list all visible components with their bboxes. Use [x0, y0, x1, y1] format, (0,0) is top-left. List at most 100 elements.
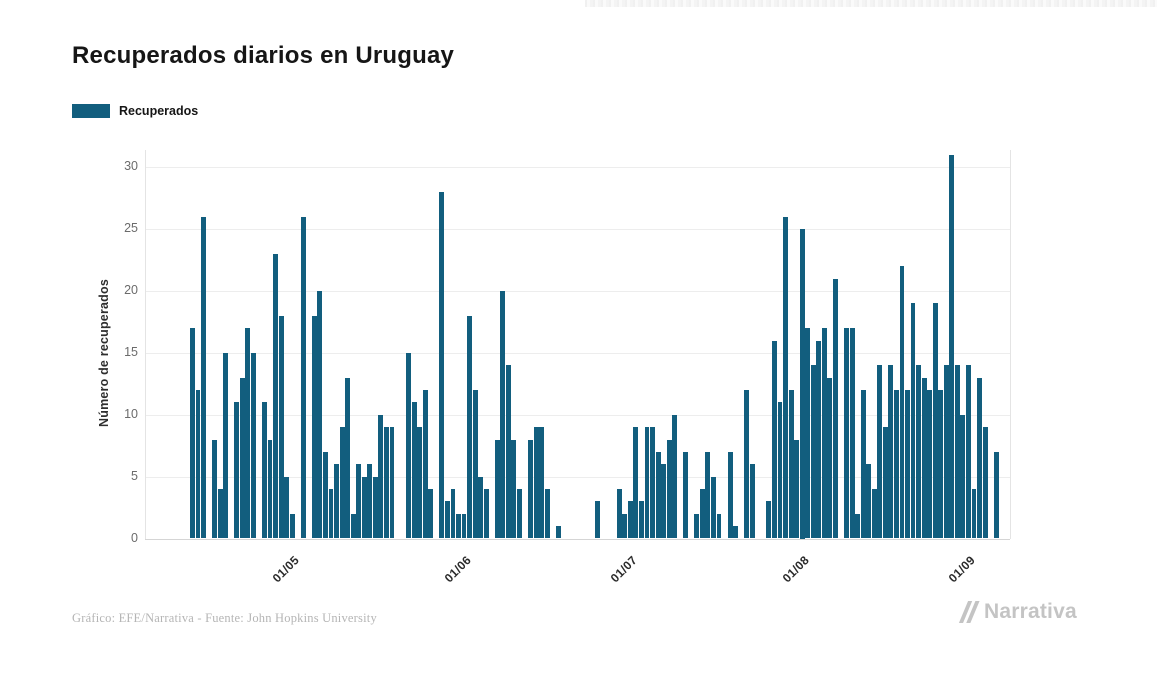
bar-77[interactable]	[616, 489, 622, 539]
bar-73[interactable]	[594, 501, 600, 539]
bar-22[interactable]	[311, 315, 317, 539]
bar-119[interactable]	[849, 328, 855, 539]
bar-8[interactable]	[234, 402, 240, 539]
bar-26[interactable]	[334, 464, 339, 539]
bar-100[interactable]	[744, 390, 750, 539]
bar-66[interactable]	[555, 526, 561, 539]
bar-57[interactable]	[505, 365, 511, 539]
bar-52[interactable]	[478, 476, 484, 539]
bar-30[interactable]	[356, 464, 362, 539]
bar-32[interactable]	[367, 464, 373, 539]
bar-31[interactable]	[361, 476, 367, 539]
bar-43[interactable]	[428, 489, 434, 539]
bar-134[interactable]	[932, 303, 938, 539]
bar-122[interactable]	[866, 464, 872, 539]
bar-15[interactable]	[273, 253, 279, 539]
bar-13[interactable]	[262, 402, 267, 539]
bar-56[interactable]	[500, 291, 506, 539]
bar-34[interactable]	[378, 414, 384, 539]
bar-85[interactable]	[661, 464, 667, 539]
bar-126[interactable]	[888, 365, 894, 539]
bar-84[interactable]	[655, 451, 661, 539]
bar-120[interactable]	[855, 513, 861, 539]
bar-109[interactable]	[794, 439, 800, 539]
bar-24[interactable]	[323, 451, 328, 539]
bar-50[interactable]	[467, 315, 473, 539]
bar-129[interactable]	[905, 390, 910, 539]
bar-36[interactable]	[389, 427, 395, 539]
bar-47[interactable]	[450, 489, 456, 539]
bar-124[interactable]	[877, 365, 883, 539]
bar-28[interactable]	[345, 377, 351, 539]
bar-87[interactable]	[672, 414, 678, 539]
bar-136[interactable]	[943, 365, 949, 539]
bar-80[interactable]	[633, 427, 639, 539]
bar-137[interactable]	[949, 155, 955, 539]
bar-6[interactable]	[223, 352, 229, 539]
bar-93[interactable]	[705, 451, 711, 539]
bar-79[interactable]	[627, 501, 633, 539]
bar-127[interactable]	[893, 390, 899, 539]
bar-20[interactable]	[300, 216, 306, 539]
bar-17[interactable]	[284, 476, 290, 539]
bar-97[interactable]	[727, 451, 733, 539]
bar-139[interactable]	[960, 414, 966, 539]
bar-118[interactable]	[844, 328, 849, 539]
bar-18[interactable]	[289, 513, 295, 539]
bar-125[interactable]	[882, 427, 888, 539]
bar-53[interactable]	[483, 489, 489, 539]
bar-40[interactable]	[411, 402, 417, 539]
bar-95[interactable]	[716, 513, 722, 539]
bar-110[interactable]	[799, 229, 805, 539]
bar-131[interactable]	[916, 365, 922, 539]
bar-11[interactable]	[250, 352, 256, 539]
bar-45[interactable]	[439, 192, 445, 539]
bar-132[interactable]	[921, 377, 927, 539]
bar-2[interactable]	[201, 216, 206, 539]
bar-63[interactable]	[539, 427, 545, 539]
bar-98[interactable]	[733, 526, 739, 539]
bar-115[interactable]	[827, 377, 833, 539]
bar-41[interactable]	[417, 427, 423, 539]
bar-35[interactable]	[384, 427, 389, 539]
bar-101[interactable]	[749, 464, 755, 539]
bar-82[interactable]	[644, 427, 650, 539]
bar-9[interactable]	[239, 377, 245, 539]
bar-81[interactable]	[638, 501, 644, 539]
bar-135[interactable]	[938, 390, 944, 539]
bar-116[interactable]	[832, 278, 838, 539]
bar-112[interactable]	[810, 365, 816, 539]
bar-64[interactable]	[544, 489, 550, 539]
bar-48[interactable]	[456, 513, 461, 539]
bar-121[interactable]	[860, 390, 866, 539]
bar-58[interactable]	[511, 439, 517, 539]
bar-5[interactable]	[217, 489, 223, 539]
bar-49[interactable]	[461, 513, 467, 539]
bar-14[interactable]	[267, 439, 273, 539]
bar-62[interactable]	[533, 427, 539, 539]
bar-123[interactable]	[871, 489, 877, 539]
bar-142[interactable]	[977, 377, 982, 539]
bar-27[interactable]	[339, 427, 345, 539]
bar-138[interactable]	[954, 365, 960, 539]
bar-105[interactable]	[772, 340, 777, 539]
bar-16[interactable]	[278, 315, 284, 539]
bar-91[interactable]	[694, 513, 700, 539]
bar-33[interactable]	[372, 476, 378, 539]
bar-46[interactable]	[444, 501, 450, 539]
bar-92[interactable]	[699, 489, 705, 539]
bar-10[interactable]	[245, 328, 251, 539]
bar-1[interactable]	[195, 390, 201, 539]
bar-128[interactable]	[899, 266, 905, 539]
bar-55[interactable]	[494, 439, 500, 539]
bar-78[interactable]	[622, 513, 628, 539]
bar-141[interactable]	[971, 489, 977, 539]
bar-29[interactable]	[350, 513, 356, 539]
bar-94[interactable]	[711, 476, 716, 539]
bar-113[interactable]	[816, 340, 822, 539]
bar-133[interactable]	[927, 390, 933, 539]
bar-108[interactable]	[788, 390, 794, 539]
bar-140[interactable]	[966, 365, 971, 539]
bar-114[interactable]	[821, 328, 827, 539]
bar-107[interactable]	[783, 216, 788, 539]
